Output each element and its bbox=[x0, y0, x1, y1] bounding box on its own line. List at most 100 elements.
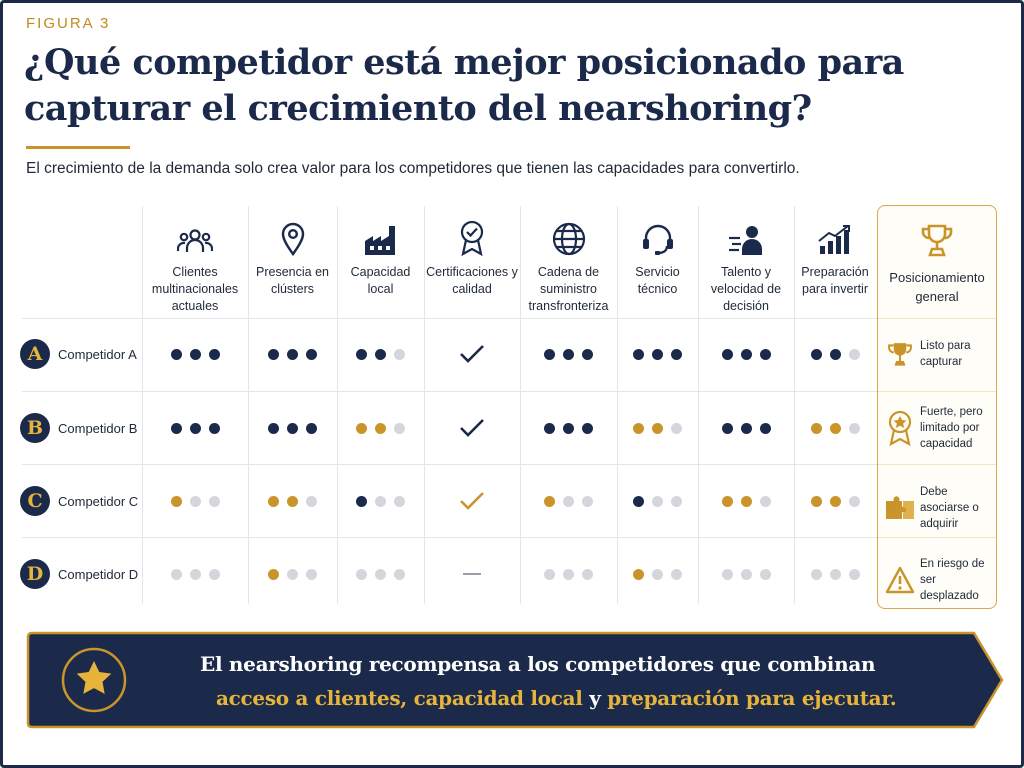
position-text: Listo para capturar bbox=[920, 340, 971, 368]
rating-dot-filled bbox=[582, 348, 593, 360]
page-title: ¿Qué competidor está mejor posicionado p… bbox=[24, 42, 904, 129]
rating-dot-empty bbox=[189, 568, 201, 580]
column-header: Preparación para invertir bbox=[794, 206, 876, 318]
rating-dot-empty bbox=[394, 348, 405, 360]
rating-dot-filled bbox=[740, 348, 752, 360]
rating-dot-filled bbox=[652, 348, 663, 360]
rating-dot-empty bbox=[394, 495, 405, 507]
check-icon bbox=[460, 492, 484, 510]
rating-dot-empty bbox=[394, 422, 405, 434]
row-label: B Competidor B bbox=[20, 410, 137, 446]
rating-dot-filled bbox=[582, 422, 593, 434]
rating-dot-filled bbox=[268, 348, 279, 360]
position-text: Debe asociarse o adquirir bbox=[920, 486, 979, 530]
rating-dot-empty bbox=[848, 495, 860, 507]
rating-dot-filled bbox=[356, 422, 367, 434]
rating-dot-empty bbox=[652, 568, 663, 580]
rating-dot-filled bbox=[829, 422, 841, 434]
grid-line bbox=[698, 206, 699, 604]
grid-line bbox=[617, 206, 618, 604]
rating-cell bbox=[142, 556, 248, 592]
rating-cell bbox=[142, 410, 248, 446]
rating-dot-empty bbox=[563, 495, 574, 507]
rating-cell bbox=[424, 410, 520, 446]
rating-dot-filled bbox=[759, 348, 771, 360]
grid-line bbox=[337, 206, 338, 604]
column-label: Presencia en clústers bbox=[256, 265, 329, 296]
grid-line bbox=[794, 206, 795, 604]
rating-dot-empty bbox=[306, 568, 317, 580]
rating-cell bbox=[248, 483, 337, 519]
factory-icon bbox=[363, 212, 399, 256]
position-item: Fuerte, pero limitado por capacidad bbox=[884, 404, 994, 452]
rating-dot-filled bbox=[740, 422, 752, 434]
rating-cell bbox=[424, 336, 520, 372]
rating-dot-empty bbox=[375, 495, 386, 507]
banner-connector: y bbox=[589, 686, 601, 710]
row-badge: D bbox=[20, 559, 50, 589]
rating-dot-filled bbox=[810, 348, 822, 360]
row-name: Competidor C bbox=[58, 493, 139, 509]
rating-dot-filled bbox=[268, 568, 279, 580]
rating-dot-filled bbox=[189, 422, 201, 434]
rating-cell bbox=[794, 336, 876, 372]
location-pin-icon bbox=[281, 212, 305, 256]
rating-dot-empty bbox=[759, 568, 771, 580]
row-name: Competidor A bbox=[58, 346, 137, 362]
banner-highlight: preparación para ejecutar. bbox=[607, 686, 897, 710]
rating-cell bbox=[248, 556, 337, 592]
rating-dot-filled bbox=[563, 348, 574, 360]
rating-dot-filled bbox=[740, 495, 752, 507]
banner-highlight: acceso a clientes, bbox=[216, 686, 407, 710]
check-icon bbox=[460, 345, 484, 363]
rating-dot-filled bbox=[829, 348, 841, 360]
position-item: Debe asociarse o adquirir bbox=[884, 484, 994, 532]
rating-dot-filled bbox=[287, 422, 298, 434]
rating-cell bbox=[794, 410, 876, 446]
rating-dot-empty bbox=[287, 568, 298, 580]
column-header: Talento y velocidad de decisión bbox=[698, 206, 794, 318]
rating-cell bbox=[424, 483, 520, 519]
rating-dot-filled bbox=[208, 422, 220, 434]
rating-dot-empty bbox=[671, 422, 682, 434]
title-underline bbox=[26, 146, 130, 149]
rating-cell bbox=[520, 410, 617, 446]
rating-dot-empty bbox=[208, 495, 220, 507]
position-item: Listo para capturar bbox=[884, 338, 994, 370]
rating-dot-empty bbox=[721, 568, 733, 580]
column-label: Capacidad local bbox=[350, 265, 411, 296]
column-label: Servicio técnico bbox=[635, 265, 680, 296]
rating-dot-empty bbox=[394, 568, 405, 580]
rating-cell bbox=[617, 483, 698, 519]
rating-dot-filled bbox=[268, 422, 279, 434]
column-header: Servicio técnico bbox=[617, 206, 698, 318]
rating-dot-empty bbox=[652, 495, 663, 507]
rating-dot-empty bbox=[671, 568, 682, 580]
panel-separator bbox=[878, 464, 996, 465]
rating-cell bbox=[424, 556, 520, 592]
rating-dot-empty bbox=[306, 495, 317, 507]
rating-dot-filled bbox=[633, 568, 644, 580]
rating-dot-filled bbox=[810, 422, 822, 434]
position-text: Fuerte, pero limitado por capacidad bbox=[920, 406, 983, 450]
rating-cell bbox=[698, 336, 794, 372]
grid-line bbox=[22, 391, 877, 392]
grid-line bbox=[22, 318, 877, 319]
column-header: Certificaciones y calidad bbox=[424, 206, 520, 318]
rating-dot-filled bbox=[652, 422, 663, 434]
rating-cell bbox=[337, 483, 424, 519]
rating-dot-filled bbox=[208, 348, 220, 360]
rating-dot-filled bbox=[306, 422, 317, 434]
rating-dot-filled bbox=[170, 495, 182, 507]
panel-separator bbox=[878, 537, 996, 538]
row-badge: B bbox=[20, 413, 50, 443]
rating-dot-empty bbox=[170, 568, 182, 580]
rating-dot-empty bbox=[671, 495, 682, 507]
rating-dot-filled bbox=[829, 495, 841, 507]
banner-line-2: acceso a clientes, capacidad local y pre… bbox=[216, 686, 897, 710]
rating-dot-filled bbox=[759, 422, 771, 434]
row-label: C Competidor C bbox=[20, 483, 138, 519]
row-badge: C bbox=[20, 486, 50, 516]
rating-cell bbox=[248, 336, 337, 372]
column-header: Clientes multinacionales actuales bbox=[142, 206, 248, 318]
